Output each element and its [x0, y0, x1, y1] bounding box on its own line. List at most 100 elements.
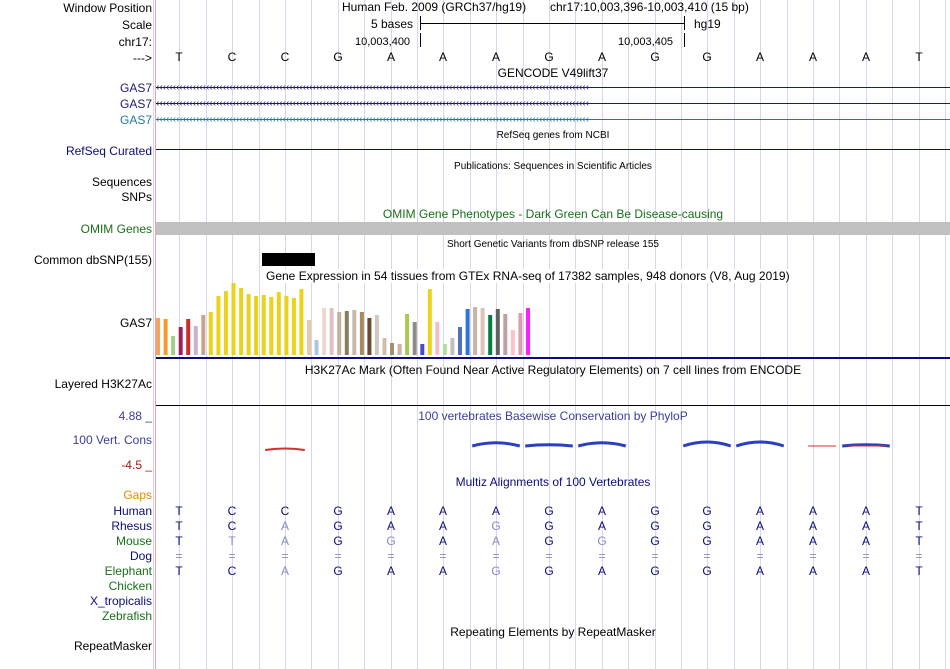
gtex-label[interactable]: GAS7 [119, 316, 152, 330]
gtex-tissue-bar[interactable] [223, 291, 228, 355]
gtex-tissue-bar[interactable] [473, 307, 478, 355]
gridline [443, 0, 444, 669]
gtex-tissue-bar[interactable] [367, 318, 372, 355]
dbsnp-variant[interactable] [262, 253, 315, 266]
gtex-tissue-bar[interactable] [291, 298, 296, 355]
coord-left-tick [420, 33, 421, 47]
gtex-tissue-bar[interactable] [359, 312, 364, 355]
dbsnp-label[interactable]: Common dbSNP(155) [33, 253, 152, 267]
multiz-aligned-base: A [861, 519, 870, 533]
multiz-species-label[interactable]: Mouse [115, 534, 152, 548]
gtex-tissue-bar[interactable] [352, 310, 357, 355]
gtex-tissue-bar[interactable] [156, 318, 160, 355]
gtex-tissue-bar[interactable] [231, 283, 236, 355]
gtex-tissue-bar[interactable] [435, 322, 440, 355]
gtex-tissue-bar[interactable] [239, 288, 244, 355]
gtex-tissue-bar[interactable] [518, 313, 523, 355]
gtex-tissue-bar[interactable] [186, 319, 191, 355]
gencode-transcript-line[interactable] [156, 119, 950, 120]
gtex-tissue-bar[interactable] [299, 289, 304, 355]
gtex-tissue-bar[interactable] [322, 308, 327, 355]
gtex-tissue-bar[interactable] [405, 314, 410, 355]
publications-label-snps[interactable]: SNPs [121, 190, 152, 204]
refseq-label[interactable]: RefSeq Curated [65, 144, 152, 158]
phylop-track-title: 100 vertebrates Basewise Conservation by… [418, 409, 688, 423]
multiz-species-label[interactable]: Rhesus [111, 519, 152, 533]
gtex-tissue-bar[interactable] [344, 311, 349, 355]
gtex-tissue-bar[interactable] [337, 312, 342, 355]
gtex-tissue-bar[interactable] [450, 338, 455, 355]
gtex-tissue-bar[interactable] [374, 315, 379, 355]
gtex-tissue-bar[interactable] [163, 319, 168, 355]
multiz-aligned-base: = [651, 549, 659, 563]
multiz-species-label[interactable]: Dog [129, 549, 152, 563]
gtex-tissue-bar[interactable] [329, 308, 334, 355]
multiz-species-label[interactable]: X_tropicalis [89, 594, 152, 608]
gtex-tissue-bar[interactable] [503, 314, 508, 355]
multiz-aligned-base: A [386, 504, 395, 518]
multiz-aligned-base: G [544, 504, 554, 518]
multiz-aligned-base: G [702, 504, 712, 518]
gtex-tissue-bar[interactable] [495, 309, 500, 355]
multiz-aligned-base: G [491, 564, 501, 578]
repeatmasker-label[interactable]: RepeatMasker [73, 639, 152, 653]
multiz-aligned-base: G [702, 534, 712, 548]
gtex-tissue-bar[interactable] [254, 296, 259, 355]
gtex-tissue-bar[interactable] [526, 308, 530, 355]
multiz-aligned-base: T [915, 564, 923, 578]
multiz-aligned-base: A [597, 564, 606, 578]
gtex-tissue-bar[interactable] [488, 315, 493, 355]
gtex-tissue-bar[interactable] [208, 312, 213, 355]
gtex-tissue-bar[interactable] [382, 338, 387, 355]
position-text[interactable]: chr17:10,003,396-10,003,410 (15 bp) [550, 0, 749, 14]
gtex-tissue-bar[interactable] [458, 327, 462, 355]
phylop-label[interactable]: 100 Vert. Cons [72, 433, 152, 447]
omim-phenotype-bar[interactable] [156, 222, 950, 235]
multiz-species-label[interactable]: Elephant [104, 564, 152, 578]
gtex-tissue-bar[interactable] [314, 340, 319, 355]
gtex-tissue-bar[interactable] [201, 315, 206, 355]
gtex-tissue-bar[interactable] [397, 344, 402, 355]
publications-label-sequences[interactable]: Sequences [91, 175, 152, 189]
gtex-tissue-bar[interactable] [216, 296, 221, 355]
gencode-transcript-line[interactable] [156, 87, 950, 88]
multiz-species-label[interactable]: Human [113, 504, 152, 518]
gtex-tissue-bar[interactable] [427, 289, 432, 355]
multiz-aligned-base: G [597, 534, 607, 548]
gtex-tissue-bar[interactable] [276, 292, 281, 355]
gtex-tissue-bar[interactable] [284, 296, 289, 355]
gtex-tissue-bar[interactable] [193, 326, 198, 355]
gtex-tissue-bar[interactable] [246, 294, 251, 355]
gtex-tissue-bar[interactable] [465, 309, 470, 355]
multiz-species-label[interactable]: Zebrafish [101, 609, 152, 623]
gtex-tissue-bar[interactable] [261, 295, 266, 355]
reference-base: T [915, 50, 923, 64]
gtex-tissue-bar[interactable] [412, 322, 417, 355]
gtex-tissue-bar[interactable] [171, 336, 176, 355]
gencode-transcript-label[interactable]: GAS7 [119, 113, 152, 127]
gtex-tissue-bar[interactable] [480, 308, 485, 355]
gencode-transcript-label[interactable]: GAS7 [119, 97, 152, 111]
gridline [681, 0, 682, 669]
gtex-tissue-bar[interactable] [269, 297, 274, 355]
multiz-gaps-label[interactable]: Gaps [123, 488, 152, 502]
multiz-species-label[interactable]: Chicken [108, 579, 152, 593]
gencode-transcript-line[interactable] [156, 103, 950, 104]
reference-base: A [755, 50, 764, 64]
gtex-tissue-bar[interactable] [178, 327, 183, 355]
gtex-tissue-bar[interactable] [420, 344, 425, 355]
gtex-tissue-bar[interactable] [442, 344, 447, 355]
multiz-aligned-base: = [175, 549, 183, 563]
h3k27ac-label[interactable]: Layered H3K27Ac [54, 377, 152, 391]
gtex-tissue-bar[interactable] [510, 330, 515, 355]
gtex-tissue-bar[interactable] [390, 343, 394, 355]
omim-label[interactable]: OMIM Genes [80, 222, 152, 236]
multiz-aligned-base: A [861, 534, 870, 548]
gtex-tissue-bar[interactable] [307, 320, 311, 355]
coord-left: 10,003,400 [355, 36, 411, 48]
refseq-gene-line[interactable] [156, 149, 950, 150]
gencode-transcript-label[interactable]: GAS7 [119, 81, 152, 95]
